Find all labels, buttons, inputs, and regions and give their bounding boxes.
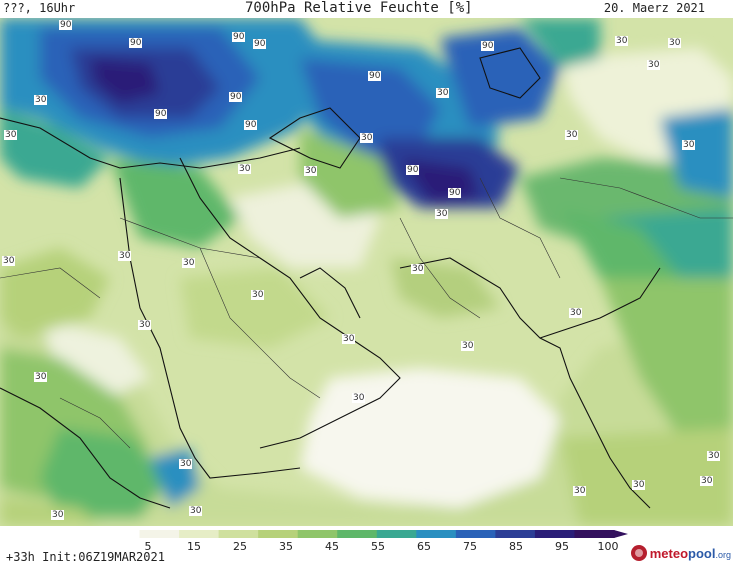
contour-label: 90: [406, 165, 420, 175]
contour-label: 30: [707, 451, 721, 461]
contour-label: 30: [138, 320, 152, 330]
contour-label: 30: [238, 164, 252, 174]
colorbar-segment: [337, 530, 378, 538]
colorbar-tick-label: 55: [371, 540, 385, 553]
contour-label: 30: [569, 308, 583, 318]
logo-org: .org: [715, 549, 731, 560]
colorbar-tick-label: 5: [144, 540, 152, 553]
contour-label: 30: [700, 476, 714, 486]
contour-label: 30: [2, 256, 16, 266]
contour-label: 30: [304, 166, 318, 176]
contour-label: 30: [352, 393, 366, 403]
contour-label: 90: [59, 20, 73, 30]
contour-label: 30: [615, 36, 629, 46]
date-label: 20. Maerz 2021: [603, 1, 705, 15]
colorbar-segment: [455, 530, 496, 538]
contour-label: 30: [251, 290, 265, 300]
contour-label: 90: [481, 41, 495, 51]
colorbar-segment: [139, 530, 180, 538]
contour-label: 30: [360, 133, 374, 143]
contour-label: 30: [189, 506, 203, 516]
colorbar-ticks: 5 15 25 35 45 55 65 75 85 95 100: [100, 540, 628, 554]
contour-label: 30: [565, 130, 579, 140]
colorbar-segment: [297, 530, 338, 538]
colorbar-segment: [258, 530, 299, 538]
contour-label: 30: [461, 341, 475, 351]
contour-label: 30: [682, 140, 696, 150]
colorbar-segment: [534, 530, 576, 538]
header-bar: ???, 16Uhr 700hPa Relative Feuchte [%] 2…: [0, 0, 733, 18]
valid-time-label: ???, 16Uhr: [3, 1, 76, 15]
colorbar-segment: [495, 530, 536, 538]
map-title: 700hPa Relative Feuchte [%]: [245, 0, 473, 16]
contour-label: 30: [4, 130, 18, 140]
colorbar-tick-label: 75: [463, 540, 477, 553]
colorbar: [100, 530, 628, 538]
colorbar-arrow: [614, 530, 628, 538]
colorbar-tick-label: 100: [597, 540, 619, 553]
contour-label: 30: [182, 258, 196, 268]
contour-label: 90: [448, 188, 462, 198]
contour-label: 90: [244, 120, 258, 130]
humidity-map: 90 90 90 90 90 90 90 90 90 90 90 30 30 3…: [0, 18, 733, 526]
map-canvas: [0, 18, 733, 526]
contour-label: 30: [435, 209, 449, 219]
contour-label: 90: [368, 71, 382, 81]
contour-label: 30: [632, 480, 646, 490]
contour-label: 30: [118, 251, 132, 261]
logo-meteo: meteo: [649, 545, 689, 561]
colorbar-segment: [416, 530, 457, 538]
colorbar-tick-label: 45: [325, 540, 339, 553]
borders: [0, 177, 733, 449]
colorbar-tick-label: 15: [187, 540, 201, 553]
colorbar-segment: [574, 530, 615, 538]
colorbar-tick-label: 65: [417, 540, 431, 553]
logo-pool: pool: [688, 545, 716, 561]
contour-label: 90: [253, 39, 267, 49]
contour-label: 90: [232, 32, 246, 42]
contour-label: 30: [34, 372, 48, 382]
colorbar-tick-label: 25: [233, 540, 247, 553]
contour-label: 30: [342, 334, 356, 344]
colorbar-tick-label: 35: [279, 540, 293, 553]
run-info: +33h Init:06Z19MAR2021: [6, 550, 165, 564]
meteopool-logo: meteopool.org: [630, 545, 731, 561]
contour-label: 90: [154, 109, 168, 119]
colorbar-tick-label: 95: [555, 540, 569, 553]
contour-label: 30: [647, 60, 661, 70]
contour-label: 90: [229, 92, 243, 102]
colorbar-segment: [376, 530, 417, 538]
contour-label: 30: [411, 264, 425, 274]
contour-label: 30: [668, 38, 682, 48]
contour-label: 30: [573, 486, 587, 496]
contour-label: 30: [51, 510, 65, 520]
colorbar-segment: [218, 530, 259, 538]
contour-label: 30: [436, 88, 450, 98]
colorbar-segment: [179, 530, 220, 538]
colorbar-tick-label: 85: [509, 540, 523, 553]
contour-label: 90: [129, 38, 143, 48]
colorbar-segment: [100, 530, 141, 538]
contour-label: 30: [179, 459, 193, 469]
contour-label: 30: [34, 95, 48, 105]
logo-ball-icon: [630, 545, 647, 561]
